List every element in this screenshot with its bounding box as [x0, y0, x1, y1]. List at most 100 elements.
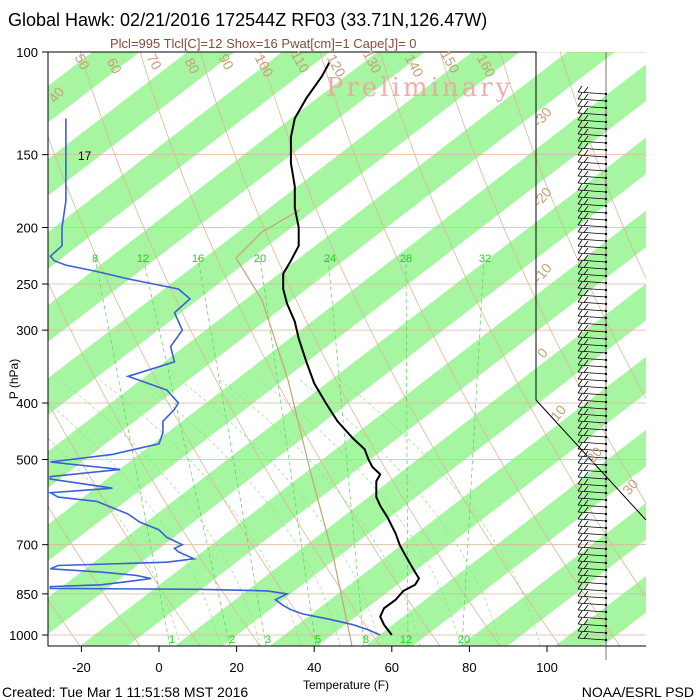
wind-barb: [577, 323, 608, 334]
wind-barb: [577, 603, 608, 614]
dry-adiabat: [379, 52, 646, 598]
wind-barb: [577, 253, 608, 264]
y-axis-label: P (hPa): [7, 358, 22, 400]
wind-barb: [577, 526, 608, 537]
wind-barb: [577, 288, 608, 299]
wind-barb: [577, 99, 608, 110]
y-tick-label: 400: [16, 396, 38, 411]
mixing-ratio-label: 24: [324, 253, 336, 265]
mixing-ratio-line: [327, 257, 365, 646]
wind-barb: [577, 106, 608, 117]
wind-barb: [577, 491, 608, 502]
wind-barb: [577, 92, 608, 103]
dry-adiabat-label: 60: [104, 55, 126, 76]
created-timestamp: Created: Tue Mar 1 11:51:58 MST 2016: [2, 684, 249, 700]
mixing-ratio-label: 20: [254, 253, 266, 265]
y-tick-label: 150: [16, 148, 38, 163]
isotherm-band: [365, 429, 646, 646]
wind-barb: [577, 372, 608, 383]
y-tick-label: 100: [16, 45, 38, 60]
mixing-ratio-line: [405, 257, 409, 646]
wind-barb: [577, 197, 608, 208]
wind-barb: [577, 365, 608, 376]
wind-barb: [577, 596, 608, 607]
wind-barb: [577, 617, 608, 628]
dry-adiabat: [48, 135, 321, 646]
dry-adiabat: [559, 52, 646, 280]
wind-barb: [577, 232, 608, 243]
wind-barb: [577, 260, 608, 271]
x-tick-label: 20: [229, 660, 243, 675]
dewpoint-series-line: [48, 118, 381, 636]
wind-barb: [577, 442, 608, 453]
wind-barb: [577, 435, 608, 446]
y-tick-label: 500: [16, 452, 38, 467]
wind-barb: [577, 302, 608, 313]
dry-adiabat: [439, 52, 646, 504]
mixing-ratio-label: 28: [400, 253, 412, 265]
wind-barb: [577, 379, 608, 390]
wind-barb: [577, 309, 608, 320]
wind-barb: [577, 246, 608, 257]
dry-adiabat: [48, 281, 261, 646]
mixing-ratio-line: [259, 257, 317, 646]
mixing-ratio-label: 32: [479, 253, 491, 265]
wind-barb: [577, 547, 608, 558]
isotherm-band: [48, 52, 140, 123]
dry-adiabat-label: 50: [72, 51, 94, 72]
wind-barb: [577, 477, 608, 488]
moist-adiabat: [219, 379, 421, 646]
isotherm-label: -10: [530, 260, 555, 286]
wind-barb: [577, 386, 608, 397]
wind-barb: [577, 568, 608, 579]
wind-barb: [577, 225, 608, 236]
wind-barb: [577, 134, 608, 145]
mixing-ratio-label: 12: [400, 634, 412, 646]
dry-adiabat: [48, 505, 141, 646]
wind-barb: [577, 428, 608, 439]
x-tick-label: 80: [462, 660, 476, 675]
wind-barb: [577, 421, 608, 432]
wind-barb: [577, 351, 608, 362]
x-axis-label: Temperature (F): [303, 678, 390, 692]
wind-barb: [577, 533, 608, 544]
wind-barb: [577, 358, 608, 369]
dry-adiabat: [0, 52, 20, 646]
wind-barb: [577, 85, 608, 96]
x-tick-label: 60: [385, 660, 399, 675]
wind-barb: [577, 148, 608, 159]
x-tick-label: 40: [307, 660, 321, 675]
wind-barb: [577, 414, 608, 425]
wind-barb: [577, 239, 608, 250]
dry-adiabat: [199, 52, 501, 646]
dry-adiabat: [499, 52, 646, 400]
mixing-ratio-label: 8: [92, 253, 98, 265]
parcel-curve: [235, 209, 353, 646]
y-tick-label: 1000: [9, 628, 38, 643]
mixing-ratio-label: 2: [229, 634, 235, 646]
wind-barb: [577, 575, 608, 586]
wind-barb: [577, 218, 608, 229]
isotherm-band: [80, 210, 646, 646]
y-tick-label: 700: [16, 538, 38, 553]
isotherm-band: [48, 64, 646, 562]
mixing-ratio-label: 12: [137, 253, 149, 265]
moist-adiabat: [339, 379, 541, 646]
stability-indices: Plcl=995 Tlcl[C]=12 Shox=16 Pwat[cm]=1 C…: [110, 36, 417, 51]
wind-barb: [577, 540, 608, 551]
isotherm-band: [48, 52, 520, 415]
mixing-ratio-line: [142, 257, 231, 646]
dry-adiabat: [79, 52, 381, 646]
wind-barb: [577, 344, 608, 355]
moist-adiabat: [259, 379, 461, 646]
x-tick-label: -20: [72, 660, 91, 675]
mixing-ratio-label: 5: [315, 634, 321, 646]
wind-barb: [577, 330, 608, 341]
wind-barb: [577, 589, 608, 600]
wind-barb: [577, 561, 608, 572]
wind-barb: [577, 400, 608, 411]
wind-barb: [577, 407, 608, 418]
isotherm-band: [270, 356, 646, 646]
moist-adiabat: [48, 402, 221, 646]
